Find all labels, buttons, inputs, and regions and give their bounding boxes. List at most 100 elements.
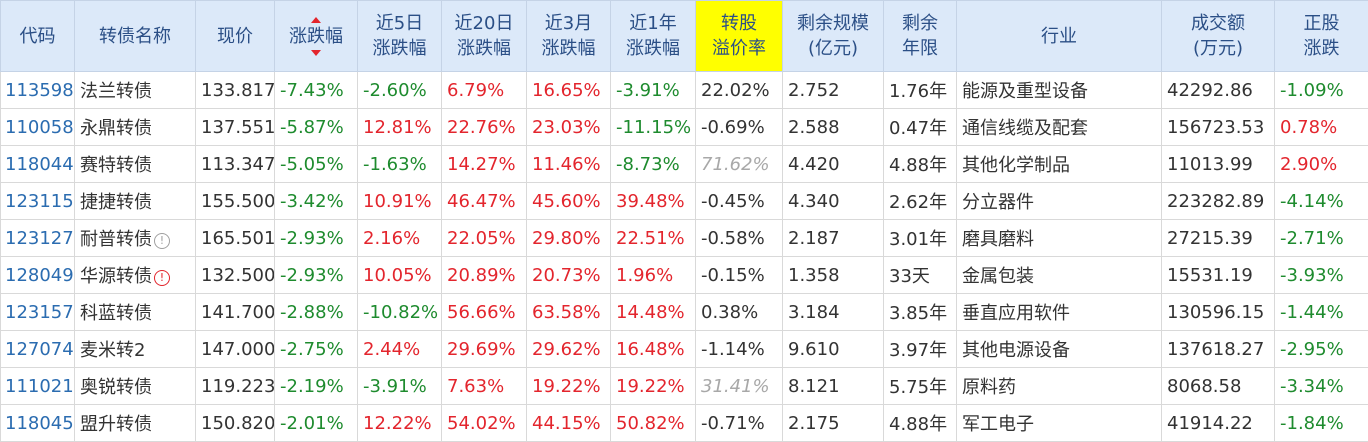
- col-header-years[interactable]: 剩余年限: [884, 1, 957, 72]
- industry: 其他化学制品: [957, 146, 1162, 183]
- bond-name-cell[interactable]: 华源转债!: [75, 257, 196, 294]
- col-header-chg1y[interactable]: 近1年涨跌幅: [611, 1, 696, 72]
- industry: 分立器件: [957, 183, 1162, 220]
- table-header: 代码 转债名称 现价 涨跌幅 近5日涨跌幅 近20日涨跌幅 近3月涨跌幅 近1年…: [1, 1, 1368, 72]
- volume: 27215.39: [1162, 220, 1275, 257]
- premium: -0.69%: [696, 109, 783, 146]
- table-row[interactable]: 127074 麦米转2 147.000 -2.75% 2.44% 29.69% …: [1, 331, 1368, 368]
- bond-code-link[interactable]: 118045: [1, 405, 75, 442]
- chg-3m: 11.46%: [527, 146, 611, 183]
- stock-change: -4.14%: [1275, 183, 1368, 220]
- chg-5d: 10.91%: [358, 183, 442, 220]
- col-header-price[interactable]: 现价: [196, 1, 275, 72]
- volume: 137618.27: [1162, 331, 1275, 368]
- bond-code-link[interactable]: 118044: [1, 146, 75, 183]
- bond-name[interactable]: 永鼎转债: [75, 109, 196, 146]
- chg-5d: -10.82%: [358, 294, 442, 331]
- chg-5d: 12.22%: [358, 405, 442, 442]
- warning-icon[interactable]: !: [154, 270, 170, 286]
- chg-20d: 20.89%: [442, 257, 527, 294]
- stock-change: -2.95%: [1275, 331, 1368, 368]
- bond-name[interactable]: 法兰转债: [75, 72, 196, 109]
- years: 3.01年: [884, 220, 957, 257]
- bond-code-link[interactable]: 111021: [1, 368, 75, 405]
- bond-code-link[interactable]: 127074: [1, 331, 75, 368]
- table-row[interactable]: 113598 法兰转债 133.817 -7.43% -2.60% 6.79% …: [1, 72, 1368, 109]
- table-row[interactable]: 111021 奥锐转债 119.223 -2.19% -3.91% 7.63% …: [1, 368, 1368, 405]
- change: -5.87%: [275, 109, 358, 146]
- stock-change: 0.78%: [1275, 109, 1368, 146]
- chg-3m: 20.73%: [527, 257, 611, 294]
- chg-20d: 22.76%: [442, 109, 527, 146]
- chg-20d: 46.47%: [442, 183, 527, 220]
- chg-1y: -3.91%: [611, 72, 696, 109]
- table-row[interactable]: 110058 永鼎转债 137.551 -5.87% 12.81% 22.76%…: [1, 109, 1368, 146]
- premium: 71.62%: [696, 146, 783, 183]
- chg-3m: 23.03%: [527, 109, 611, 146]
- bond-name[interactable]: 捷捷转债: [75, 183, 196, 220]
- chg-1y: 14.48%: [611, 294, 696, 331]
- col-header-scale[interactable]: 剩余规模(亿元): [783, 1, 884, 72]
- col-header-name[interactable]: 转债名称: [75, 1, 196, 72]
- bond-code-link[interactable]: 123115: [1, 183, 75, 220]
- chg-3m: 63.58%: [527, 294, 611, 331]
- volume: 8068.58: [1162, 368, 1275, 405]
- col-header-volume[interactable]: 成交额(万元): [1162, 1, 1275, 72]
- table-row[interactable]: 128049 华源转债! 132.500 -2.93% 10.05% 20.89…: [1, 257, 1368, 294]
- col-header-premium[interactable]: 转股溢价率: [696, 1, 783, 72]
- col-header-code[interactable]: 代码: [1, 1, 75, 72]
- col-header-stock[interactable]: 正股涨跌: [1275, 1, 1368, 72]
- chg-1y: 19.22%: [611, 368, 696, 405]
- col-header-industry[interactable]: 行业: [957, 1, 1162, 72]
- table-row[interactable]: 118044 赛特转债 113.347 -5.05% -1.63% 14.27%…: [1, 146, 1368, 183]
- price: 165.501: [196, 220, 275, 257]
- scale: 1.358: [783, 257, 884, 294]
- scale: 2.752: [783, 72, 884, 109]
- scale: 9.610: [783, 331, 884, 368]
- bond-code-link[interactable]: 113598: [1, 72, 75, 109]
- bond-name[interactable]: 耐普转债: [80, 229, 152, 250]
- chg-20d: 14.27%: [442, 146, 527, 183]
- years: 3.85年: [884, 294, 957, 331]
- bond-code-link[interactable]: 110058: [1, 109, 75, 146]
- chg-5d: -3.91%: [358, 368, 442, 405]
- bond-code-link[interactable]: 128049: [1, 257, 75, 294]
- table-row[interactable]: 118045 盟升转债 150.820 -2.01% 12.22% 54.02%…: [1, 405, 1368, 442]
- stock-change: 2.90%: [1275, 146, 1368, 183]
- industry: 军工电子: [957, 405, 1162, 442]
- col-header-chg5d[interactable]: 近5日涨跌幅: [358, 1, 442, 72]
- bond-name-cell[interactable]: 耐普转债!: [75, 220, 196, 257]
- bond-name[interactable]: 盟升转债: [75, 405, 196, 442]
- bond-name[interactable]: 赛特转债: [75, 146, 196, 183]
- table-row[interactable]: 123115 捷捷转债 155.500 -3.42% 10.91% 46.47%…: [1, 183, 1368, 220]
- industry: 垂直应用软件: [957, 294, 1162, 331]
- bond-code-link[interactable]: 123157: [1, 294, 75, 331]
- volume: 156723.53: [1162, 109, 1275, 146]
- chg-3m: 29.80%: [527, 220, 611, 257]
- info-icon[interactable]: !: [154, 233, 170, 249]
- table-row[interactable]: 123157 科蓝转债 141.700 -2.88% -10.82% 56.66…: [1, 294, 1368, 331]
- chg-5d: 10.05%: [358, 257, 442, 294]
- bond-name[interactable]: 麦米转2: [75, 331, 196, 368]
- scale: 4.420: [783, 146, 884, 183]
- bond-name[interactable]: 科蓝转债: [75, 294, 196, 331]
- bond-name[interactable]: 奥锐转债: [75, 368, 196, 405]
- bond-name[interactable]: 华源转债: [80, 266, 152, 287]
- chg-5d: 2.44%: [358, 331, 442, 368]
- stock-change: -1.44%: [1275, 294, 1368, 331]
- chg-3m: 44.15%: [527, 405, 611, 442]
- bond-code-link[interactable]: 123127: [1, 220, 75, 257]
- premium: -0.71%: [696, 405, 783, 442]
- chg-5d: 12.81%: [358, 109, 442, 146]
- chg-1y: 1.96%: [611, 257, 696, 294]
- price: 150.820: [196, 405, 275, 442]
- col-header-change[interactable]: 涨跌幅: [275, 1, 358, 72]
- stock-change: -1.84%: [1275, 405, 1368, 442]
- col-header-chg20d[interactable]: 近20日涨跌幅: [442, 1, 527, 72]
- premium: -0.45%: [696, 183, 783, 220]
- scale: 8.121: [783, 368, 884, 405]
- col-header-chg3m[interactable]: 近3月涨跌幅: [527, 1, 611, 72]
- chg-1y: 16.48%: [611, 331, 696, 368]
- table-row[interactable]: 123127 耐普转债! 165.501 -2.93% 2.16% 22.05%…: [1, 220, 1368, 257]
